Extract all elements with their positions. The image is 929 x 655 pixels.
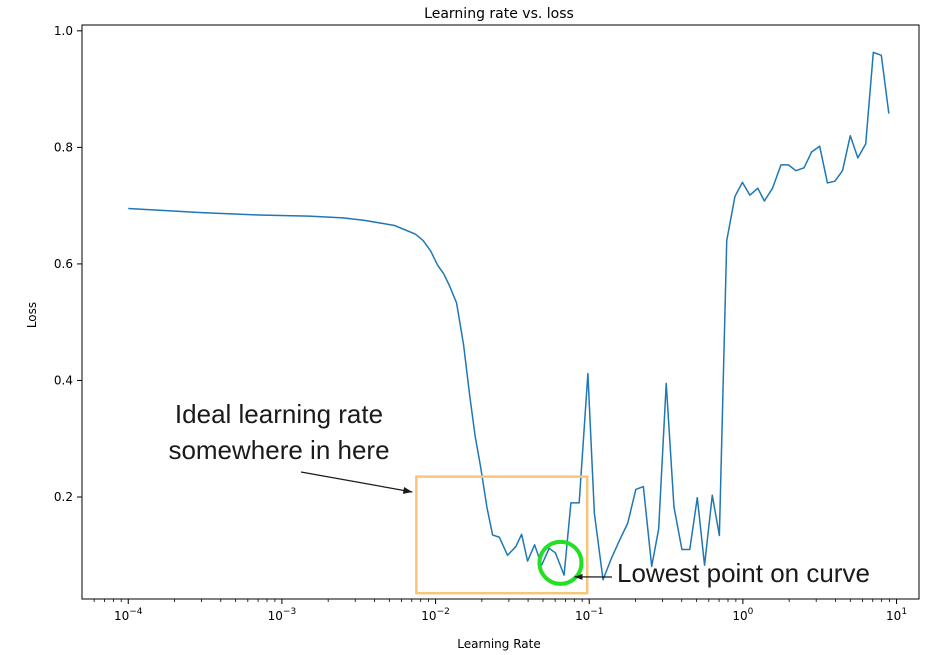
- lowest-point-annotation: Lowest point on curve: [617, 558, 870, 588]
- y-tick-label: 0.2: [54, 490, 73, 504]
- x-tick-label: 10−4: [114, 607, 143, 623]
- ideal-region-arrowhead: [402, 486, 413, 494]
- axes-frame: [81, 24, 920, 600]
- ideal-region-annotation: Ideal learning rate somewhere in here: [168, 399, 389, 465]
- series-line: [128, 51, 890, 581]
- lowest-point-circle: [537, 539, 584, 586]
- lowest-point-label: Lowest point on curve: [617, 558, 870, 588]
- x-tick-label: 101: [886, 607, 907, 623]
- ideal-region-label-line-2: somewhere in here: [168, 435, 389, 465]
- ideal-region-label-line-1: Ideal learning rate: [175, 399, 383, 429]
- chart-title: Learning rate vs. loss: [424, 6, 574, 22]
- y-tick-label: 0.4: [54, 373, 73, 387]
- x-axis-title: Learning Rate: [457, 637, 540, 651]
- y-tick-label: 0.8: [54, 140, 73, 154]
- x-tick-label: 100: [732, 607, 753, 623]
- y-tick-label: 1.0: [54, 24, 73, 38]
- ideal-region-arrow: [300, 471, 413, 493]
- plot-area: [81, 24, 920, 600]
- x-tick-label: 10−1: [575, 607, 604, 623]
- series-layer: [128, 51, 890, 581]
- ideal-region-box: [415, 475, 589, 595]
- x-axis-ticks: 10−4 10−3 10−2 10−1 100 101: [93, 599, 907, 623]
- y-axis-title: Loss: [25, 302, 39, 328]
- lowest-point-arrowhead: [574, 573, 583, 580]
- y-axis-ticks: 0.2 0.4 0.6 0.8 1.0: [54, 24, 82, 504]
- x-tick-label: 10−2: [421, 607, 450, 623]
- x-tick-label: 10−3: [268, 607, 297, 623]
- y-tick-label: 0.6: [54, 257, 73, 271]
- annotation-layer: [300, 471, 613, 595]
